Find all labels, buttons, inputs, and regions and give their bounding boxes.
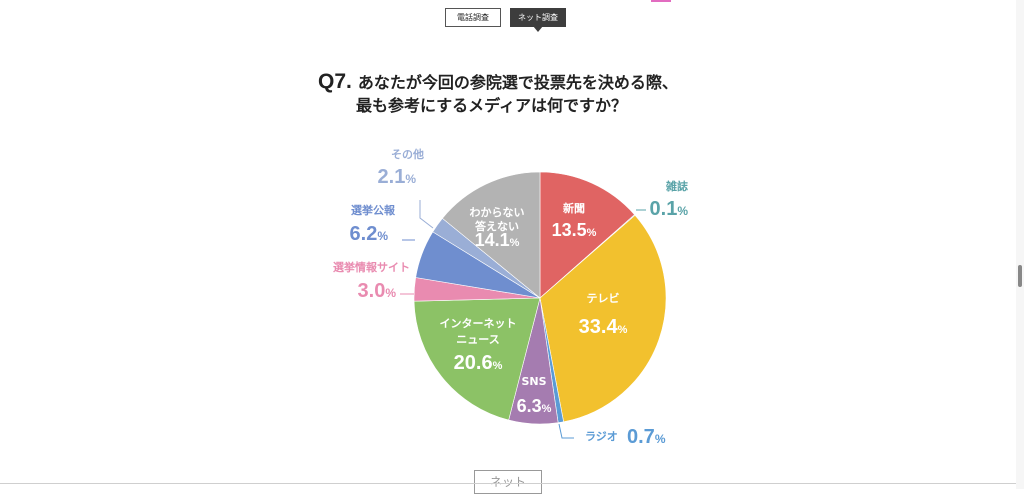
survey-tabs: 電話調査 ネット調査 — [445, 8, 566, 32]
divider — [0, 483, 1016, 484]
slice-label-0: 新聞 — [563, 201, 585, 215]
slice-label-9: わからない — [470, 206, 525, 219]
slice-label-6: 選挙情報サイト — [333, 260, 410, 274]
question-title: Q7. あなたが今回の参院選で投票先を決める際、 最も参考にするメディアは何ですか… — [318, 70, 678, 117]
slice-label-line2-5: ニュース — [456, 333, 499, 346]
scrollbar-thumb[interactable] — [1018, 265, 1022, 287]
pie-slice-0 — [539, 171, 635, 299]
top-accent-mark — [651, 0, 671, 2]
slice-value-9: 14.1% — [475, 230, 520, 250]
tab-net-survey[interactable]: ネット調査 — [510, 8, 566, 32]
question-text-line2: 最も参考にするメディアは何ですか？ — [356, 96, 628, 115]
scrollbar[interactable] — [1016, 0, 1024, 489]
net-button[interactable]: ネット — [474, 470, 542, 494]
tab-phone-survey[interactable]: 電話調査 — [445, 8, 501, 27]
leader-line-8 — [419, 200, 434, 229]
slice-label-1: 雑誌 — [665, 179, 688, 193]
slice-value-2: 33.4% — [579, 316, 628, 338]
slice-value-5: 20.6% — [454, 352, 503, 374]
slice-value-7: 6.2% — [350, 223, 389, 245]
slice-label-5: インターネット — [440, 317, 517, 330]
pie-slice-2 — [539, 214, 667, 423]
slice-label-4: SNS — [521, 375, 546, 388]
slice-value-1: 0.1% — [650, 198, 689, 220]
slice-label-3: ラジオ — [585, 430, 618, 443]
slice-label-2: テレビ — [587, 291, 620, 305]
slice-label-line2-9: 答えない — [475, 219, 519, 233]
pie-slice-9 — [441, 171, 541, 299]
slice-label-7: 選挙公報 — [351, 203, 396, 217]
question-text-line1: あなたが今回の参院選で投票先を決める際、 — [357, 73, 678, 92]
question-number: Q7. — [318, 70, 352, 93]
slice-label-8: その他 — [391, 147, 424, 161]
leader-line-3 — [558, 423, 574, 439]
slice-value-3: 0.7% — [627, 426, 666, 448]
slice-value-0: 13.5% — [552, 220, 597, 240]
slice-value-8: 2.1% — [378, 166, 417, 188]
pie-slice-5 — [413, 297, 541, 421]
slice-value-6: 3.0% — [358, 280, 397, 302]
